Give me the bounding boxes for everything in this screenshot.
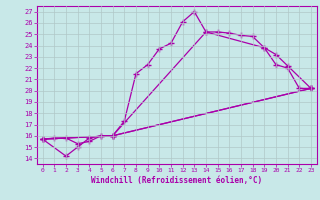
X-axis label: Windchill (Refroidissement éolien,°C): Windchill (Refroidissement éolien,°C)	[91, 176, 262, 185]
